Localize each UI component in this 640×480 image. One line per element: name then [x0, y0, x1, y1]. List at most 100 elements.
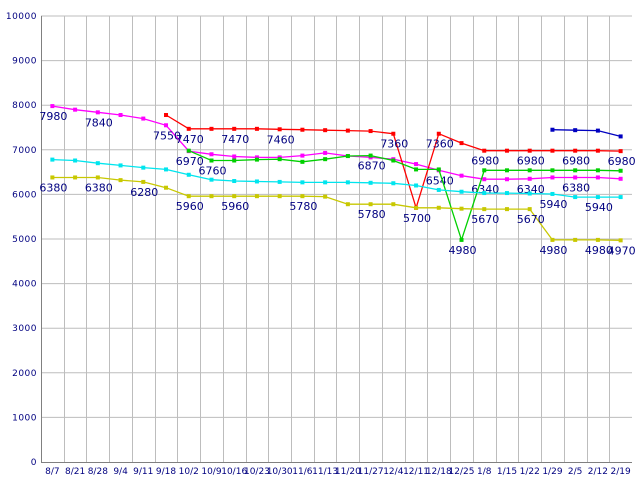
- x-axis-tick-label: 1/8: [477, 467, 492, 477]
- y-axis-tick-label: 2000: [12, 369, 37, 379]
- data-point-marker: [414, 167, 419, 172]
- data-point-marker: [459, 141, 464, 146]
- y-axis-tick-label: 5000: [12, 235, 37, 245]
- y-axis-tick-label: 0: [31, 458, 37, 468]
- data-point-marker: [345, 202, 350, 207]
- data-point-marker: [391, 202, 396, 207]
- data-point-marker: [50, 157, 55, 162]
- data-point-marker: [391, 131, 396, 136]
- data-point-label: 5940: [539, 198, 567, 211]
- data-point-marker: [504, 191, 509, 196]
- data-point-label: 5670: [471, 213, 499, 226]
- data-point-marker: [300, 159, 305, 164]
- x-axis-tick-label: 12/4: [383, 467, 403, 477]
- data-point-marker: [436, 205, 441, 210]
- data-point-marker: [436, 167, 441, 172]
- data-point-marker: [73, 107, 78, 112]
- data-point-marker: [232, 194, 237, 199]
- series-line: [52, 158, 621, 198]
- data-point-label: 4980: [539, 244, 567, 257]
- data-point-marker: [73, 175, 78, 180]
- y-axis-tick-label: 6000: [12, 190, 37, 200]
- x-axis-tick-label: 10/16: [221, 467, 247, 477]
- data-point-label: 7470: [221, 133, 249, 146]
- data-point-marker: [232, 154, 237, 159]
- data-point-marker: [550, 175, 555, 180]
- data-point-marker: [550, 127, 555, 132]
- x-axis-tick-label: 1/15: [497, 467, 517, 477]
- x-axis-tick-label: 9/18: [156, 467, 176, 477]
- data-point-marker: [550, 237, 555, 242]
- data-point-marker: [550, 168, 555, 173]
- data-point-marker: [573, 168, 578, 173]
- data-point-marker: [414, 183, 419, 188]
- data-point-marker: [186, 126, 191, 131]
- data-point-marker: [527, 168, 532, 173]
- data-point-marker: [368, 202, 373, 207]
- data-point-marker: [164, 123, 169, 128]
- data-point-label: 7360: [380, 138, 408, 151]
- data-point-marker: [550, 191, 555, 196]
- data-point-label: 4980: [449, 244, 477, 257]
- data-point-label: 5780: [358, 208, 386, 221]
- x-axis-tick-label: 11/27: [358, 467, 384, 477]
- series-yellow-series: 6380 6380 6280 5960 5960 5780 5780 5700 5670 5670…: [39, 175, 636, 257]
- data-point-marker: [232, 158, 237, 163]
- data-point-marker: [300, 127, 305, 132]
- data-point-marker: [573, 175, 578, 180]
- x-axis-tick-labels: 8/7 8/21 8/28 9/4 9/11 9/18 10/2 10/9 10/1610/23…: [45, 467, 631, 477]
- data-point-marker: [504, 168, 509, 173]
- series-green-series: 6760 6870 4980: [186, 148, 623, 257]
- data-point-marker: [300, 194, 305, 199]
- data-point-marker: [504, 207, 509, 212]
- data-point-marker: [527, 176, 532, 181]
- data-point-marker: [618, 176, 623, 181]
- data-point-marker: [300, 153, 305, 158]
- data-point-marker: [141, 179, 146, 184]
- data-point-marker: [504, 148, 509, 153]
- x-axis-tick-label: 2/19: [611, 467, 631, 477]
- y-axis-tick-label: 8000: [12, 101, 37, 111]
- data-point-label: 6540: [426, 174, 454, 187]
- series-blue-series: [550, 127, 623, 139]
- data-point-label: 6970: [176, 155, 204, 168]
- data-point-marker: [254, 126, 259, 131]
- data-point-label: 4970: [608, 244, 636, 257]
- data-point-marker: [368, 180, 373, 185]
- data-point-marker: [482, 207, 487, 212]
- x-axis-tick-label: 2/12: [588, 467, 608, 477]
- data-point-label: 6380: [85, 181, 113, 194]
- data-point-marker: [141, 116, 146, 121]
- data-point-marker: [209, 158, 214, 163]
- y-axis-tick-label: 9000: [12, 57, 37, 67]
- data-point-marker: [573, 128, 578, 133]
- data-point-marker: [323, 150, 328, 155]
- data-point-marker: [618, 238, 623, 243]
- gridlines: 0 1000 2000 3000 4000 5000 6000 7000 8000 9000 100…: [6, 12, 632, 468]
- y-axis-tick-label: 7000: [12, 146, 37, 156]
- data-point-marker: [254, 157, 259, 162]
- data-point-marker: [186, 194, 191, 199]
- x-axis-tick-label: 2/5: [568, 467, 582, 477]
- data-point-label: 5960: [176, 200, 204, 213]
- data-point-marker: [277, 127, 282, 132]
- data-point-label: 6980: [471, 155, 499, 168]
- y-axis-tick-label: 4000: [12, 280, 37, 290]
- data-point-label: 5700: [403, 212, 431, 225]
- x-axis-tick-label: 10/9: [201, 467, 221, 477]
- data-point-marker: [595, 175, 600, 180]
- series-line: [552, 129, 621, 138]
- data-point-marker: [300, 180, 305, 185]
- data-point-marker: [618, 134, 623, 139]
- data-point-marker: [482, 148, 487, 153]
- data-point-marker: [368, 153, 373, 158]
- data-point-marker: [459, 173, 464, 178]
- data-point-label: 7470: [176, 133, 204, 146]
- x-axis-tick-label: 9/11: [133, 467, 153, 477]
- data-point-marker: [573, 195, 578, 200]
- x-axis-tick-label: 9/4: [113, 467, 128, 477]
- data-point-marker: [527, 207, 532, 212]
- data-point-marker: [95, 175, 100, 180]
- x-axis-tick-label: 1/22: [520, 467, 540, 477]
